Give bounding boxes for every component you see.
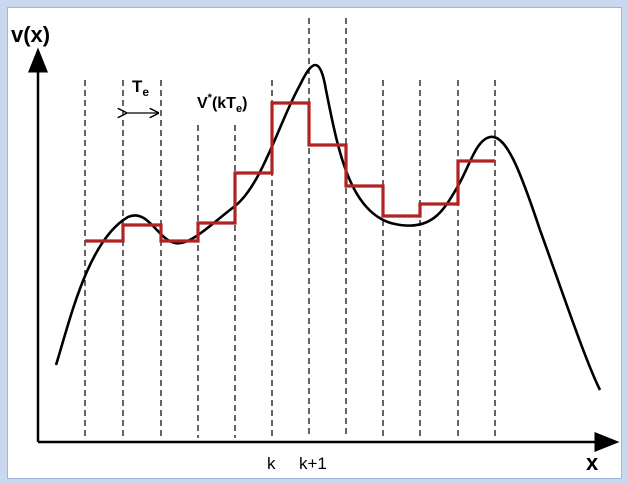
period-symbol: T	[132, 77, 143, 96]
period-label: Te	[132, 77, 149, 99]
x-axis-label: x	[586, 450, 599, 475]
tick-k-plus-1: k+1	[299, 454, 327, 473]
y-axis-label: v(x)	[11, 22, 50, 47]
sample-label-main: V	[197, 95, 208, 112]
diagram-frame	[7, 7, 622, 479]
period-subscript: e	[142, 85, 149, 99]
sample-label: V*(kTe)	[197, 92, 247, 115]
sampled-staircase	[85, 101, 495, 243]
sample-label-close: )	[242, 95, 247, 112]
sample-label-sup: *	[208, 92, 213, 104]
sample-label-open: (kT	[212, 95, 236, 112]
tick-k: k	[267, 454, 276, 473]
sampling-grid	[84, 18, 496, 438]
signal-curve	[54, 63, 602, 391]
sample-label-sub: e	[236, 103, 242, 115]
